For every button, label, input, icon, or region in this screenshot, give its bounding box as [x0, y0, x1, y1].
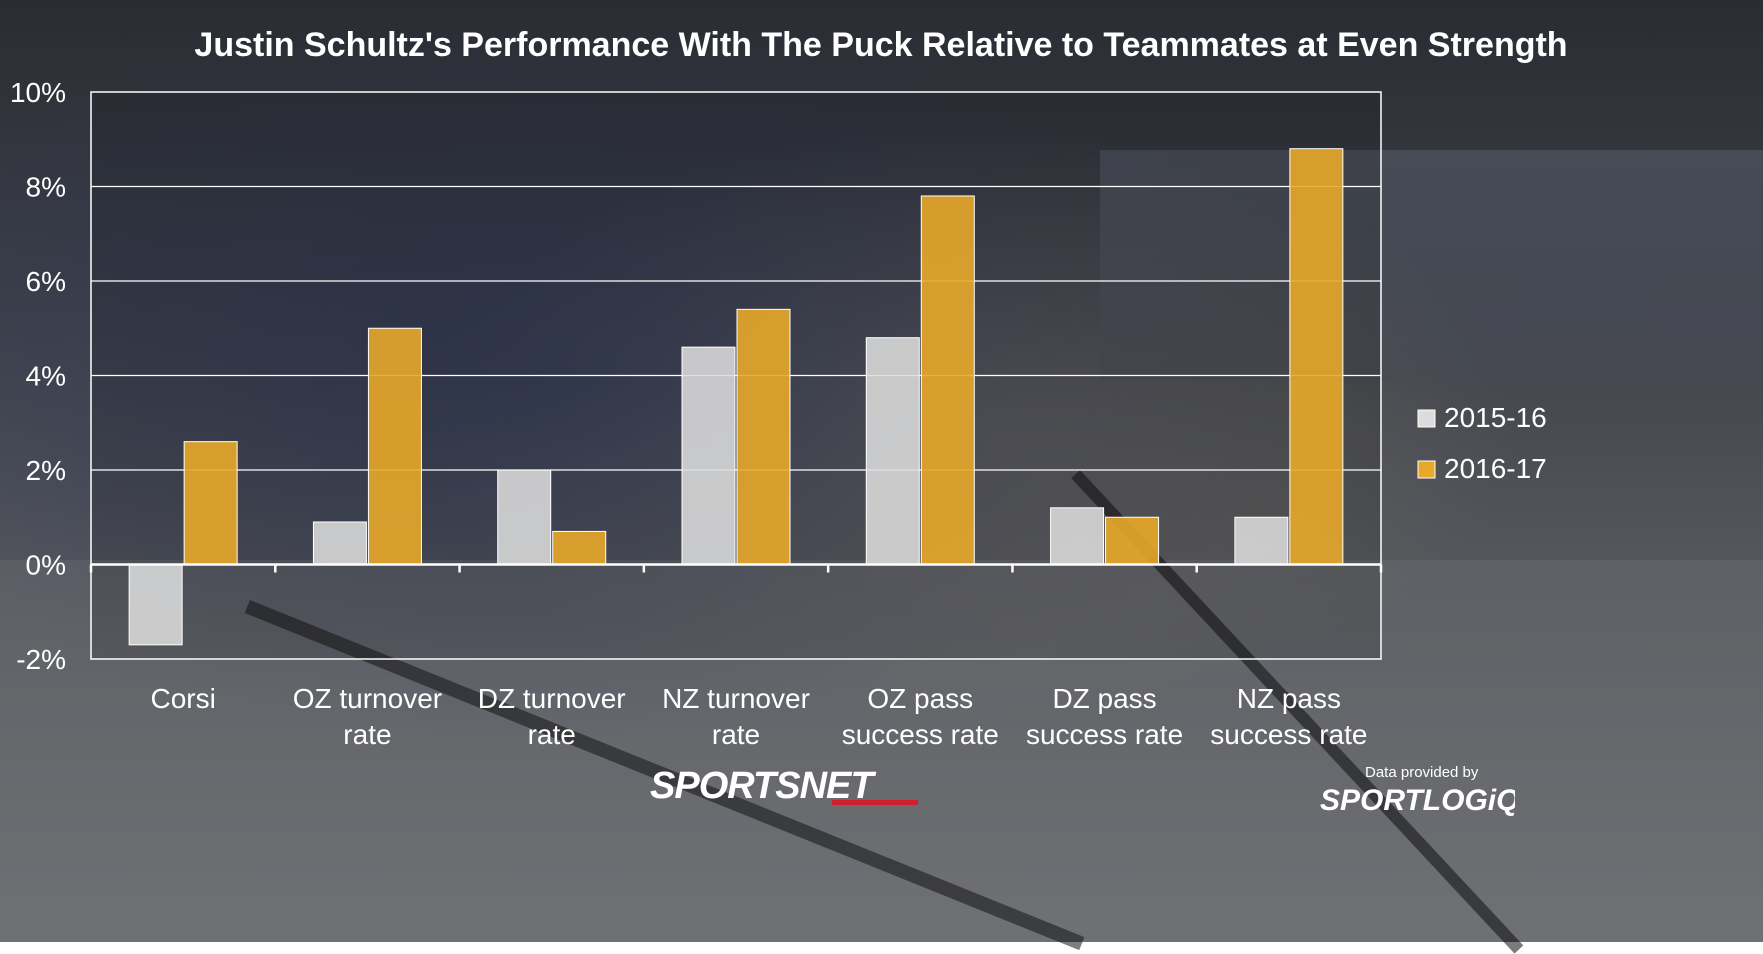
bar-2015-16-6 — [1234, 516, 1289, 565]
bar-2016-17-1 — [367, 327, 422, 565]
sportsnet-logo: SPORTSNET — [650, 765, 918, 807]
x-category-label-line: rate — [528, 719, 576, 750]
x-category-label-line: success rate — [1210, 719, 1367, 750]
chart-title: Justin Schultz's Performance With The Pu… — [194, 26, 1567, 64]
x-category-label-line: OZ pass — [867, 683, 973, 714]
data-provider-caption: Data provided by — [1365, 764, 1479, 781]
x-category-label: DZ pass success rate — [1026, 683, 1183, 750]
zero-axis — [89, 563, 1383, 573]
x-category-label: Corsi — [150, 683, 215, 714]
bar-2016-17-5 — [1105, 516, 1160, 565]
x-category-label-line: NZ pass — [1237, 683, 1341, 714]
bar-2016-17-0 — [183, 441, 238, 565]
bar-2015-16-2 — [497, 469, 552, 565]
x-category-label-line: success rate — [842, 719, 999, 750]
bar-2015-16-1 — [312, 521, 367, 565]
bar-2015-16-4 — [865, 337, 920, 566]
y-tick-label: -2% — [16, 644, 66, 675]
bar-2015-16-5 — [1050, 507, 1105, 565]
x-category-label-line: rate — [712, 719, 760, 750]
x-category-label: DZ turnover rate — [478, 683, 626, 750]
x-category-label-line: rate — [343, 719, 391, 750]
legend-swatch — [1417, 460, 1436, 479]
x-category-label-line: DZ pass — [1052, 683, 1156, 714]
x-category-label: OZ turnover rate — [293, 683, 442, 750]
y-tick-label: 8% — [26, 172, 66, 203]
bar-2016-17-4 — [920, 195, 975, 565]
x-category-label-line: DZ turnover — [478, 683, 626, 714]
x-category-label-line: Corsi — [150, 683, 215, 714]
sportlogiq-logo: SPORTLOGiQ — [1320, 784, 1515, 817]
bar-2016-17-6 — [1289, 148, 1344, 565]
bars — [128, 148, 1344, 646]
y-tick-label: 6% — [26, 266, 66, 297]
gridlines — [91, 185, 1381, 471]
sportlogiq-logo-text: SPORTLOGiQ — [1320, 784, 1515, 817]
legend-label: 2015-16 — [1444, 402, 1547, 433]
legend-label: 2016-17 — [1444, 453, 1547, 484]
y-tick-label: 2% — [26, 455, 66, 486]
x-category-label: NZ pass success rate — [1210, 683, 1367, 750]
sportsnet-logo-stripe — [832, 800, 918, 805]
arena-boards — [1100, 150, 1763, 380]
bar-2015-16-0 — [128, 564, 183, 646]
y-tick-label: 4% — [26, 361, 66, 392]
legend: 2015-16 2016-17 — [1417, 402, 1547, 484]
x-category-label: NZ turnover rate — [662, 683, 810, 750]
x-category-label-line: NZ turnover — [662, 683, 810, 714]
y-tick-label: 10% — [10, 77, 66, 108]
y-tick-label: 0% — [26, 550, 66, 581]
x-category-label: OZ pass success rate — [842, 683, 999, 750]
legend-swatch — [1417, 409, 1436, 428]
bar-2015-16-3 — [681, 346, 736, 565]
x-category-label-line: OZ turnover — [293, 683, 442, 714]
y-axis: -2% 0% 2% 4% 6% 8% 10% — [10, 77, 66, 675]
bar-2016-17-3 — [736, 308, 791, 565]
x-category-label-line: success rate — [1026, 719, 1183, 750]
bar-2016-17-2 — [552, 530, 607, 565]
